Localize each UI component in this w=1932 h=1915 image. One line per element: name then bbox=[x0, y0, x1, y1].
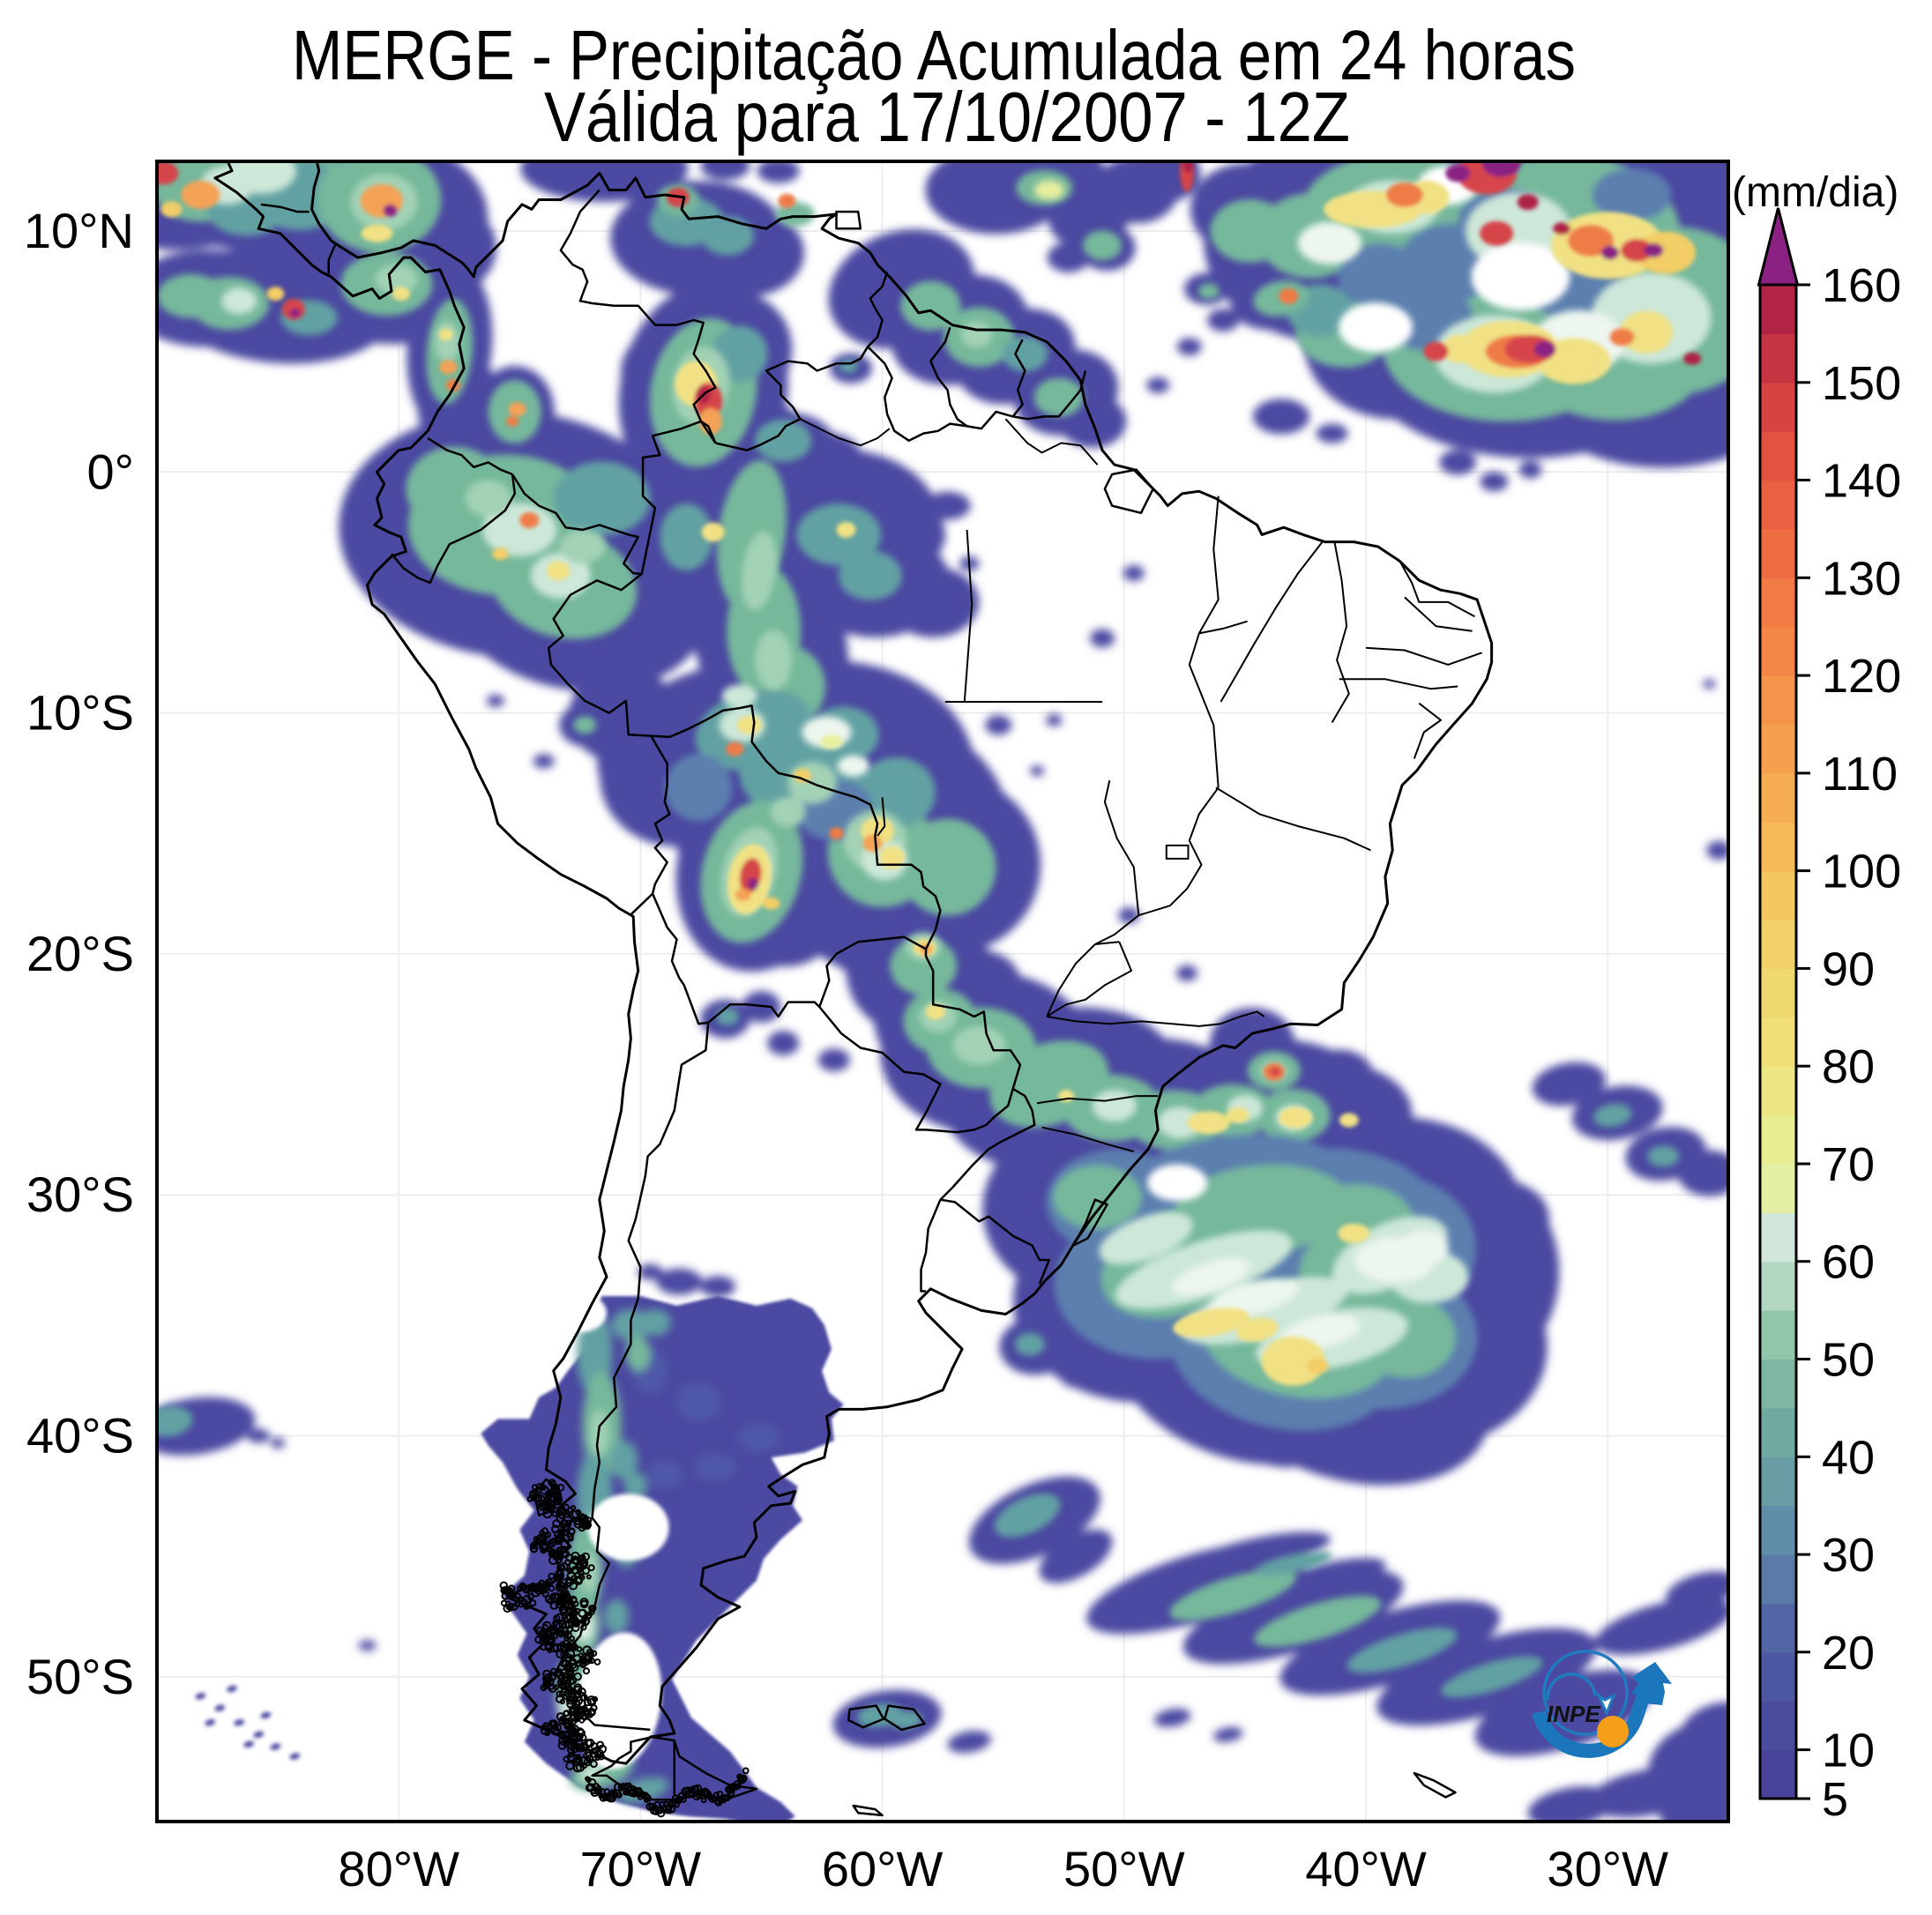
svg-text:30°W: 30°W bbox=[1547, 1841, 1668, 1896]
svg-text:30°S: 30°S bbox=[26, 1166, 134, 1222]
svg-text:(mm/dia): (mm/dia) bbox=[1732, 169, 1898, 216]
svg-text:90: 90 bbox=[1822, 943, 1875, 995]
svg-text:70: 70 bbox=[1822, 1138, 1875, 1191]
svg-text:60°W: 60°W bbox=[822, 1841, 944, 1896]
svg-text:140: 140 bbox=[1822, 455, 1901, 508]
svg-text:20°S: 20°S bbox=[26, 926, 134, 981]
svg-text:10°N: 10°N bbox=[24, 203, 134, 258]
svg-text:50°W: 50°W bbox=[1063, 1841, 1185, 1896]
svg-text:130: 130 bbox=[1822, 552, 1901, 605]
svg-text:30: 30 bbox=[1822, 1529, 1875, 1582]
svg-text:160: 160 bbox=[1822, 259, 1901, 312]
svg-text:150: 150 bbox=[1822, 357, 1901, 410]
svg-text:70°W: 70°W bbox=[580, 1841, 702, 1896]
svg-text:20: 20 bbox=[1822, 1627, 1875, 1680]
svg-text:0°: 0° bbox=[86, 443, 134, 499]
svg-text:50°S: 50°S bbox=[26, 1649, 134, 1704]
svg-text:110: 110 bbox=[1822, 748, 1898, 801]
svg-text:40: 40 bbox=[1822, 1431, 1875, 1484]
svg-text:40°S: 40°S bbox=[26, 1408, 134, 1464]
svg-text:50: 50 bbox=[1822, 1334, 1875, 1387]
svg-text:10°S: 10°S bbox=[26, 685, 134, 741]
svg-text:40°W: 40°W bbox=[1305, 1841, 1427, 1896]
svg-text:Válida para 17/10/2007 - 12Z: Válida para 17/10/2007 - 12Z bbox=[544, 78, 1350, 156]
svg-text:100: 100 bbox=[1822, 846, 1901, 898]
svg-text:INPE: INPE bbox=[1547, 1701, 1600, 1727]
svg-text:MERGE - Precipitação Acumulada: MERGE - Precipitação Acumulada em 24 hor… bbox=[292, 16, 1576, 94]
svg-text:120: 120 bbox=[1822, 650, 1901, 703]
svg-text:60: 60 bbox=[1822, 1236, 1875, 1289]
svg-text:80: 80 bbox=[1822, 1040, 1875, 1093]
svg-text:10: 10 bbox=[1822, 1725, 1875, 1777]
svg-text:5: 5 bbox=[1822, 1773, 1848, 1826]
svg-text:80°W: 80°W bbox=[338, 1841, 459, 1896]
